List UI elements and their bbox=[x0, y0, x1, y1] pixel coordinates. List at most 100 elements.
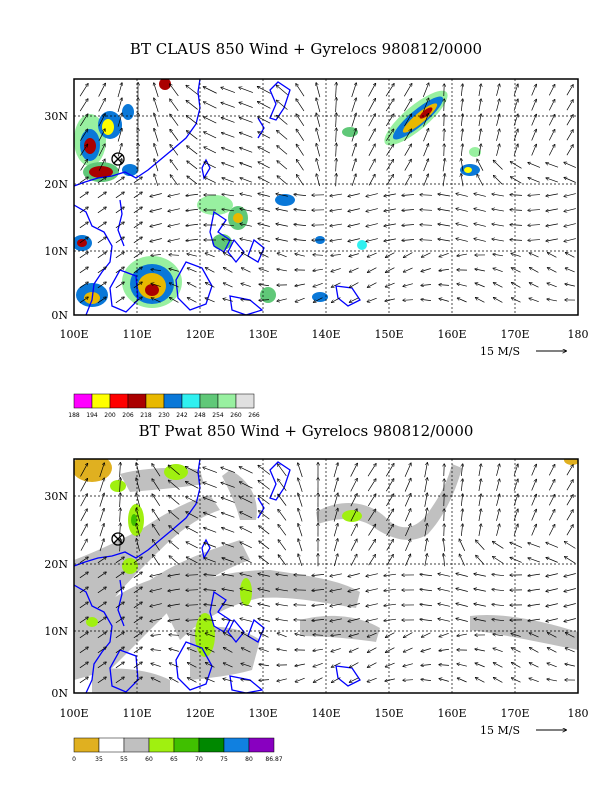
wind-vector-arrow bbox=[296, 160, 304, 171]
wind-vector-arrow bbox=[513, 84, 518, 96]
wind-vector-arrow bbox=[152, 464, 161, 477]
wind-vector-arrow bbox=[403, 300, 414, 301]
wind-vector-arrow bbox=[97, 677, 106, 684]
wind-vector-arrow bbox=[513, 144, 518, 156]
wind-vector-arrow bbox=[405, 539, 410, 552]
wind-vector-arrow bbox=[222, 209, 234, 211]
wind-vector-arrow bbox=[133, 602, 142, 609]
wind-vector-arrow bbox=[332, 677, 341, 683]
wind-vector-arrow bbox=[240, 239, 252, 242]
wind-vector-arrow bbox=[152, 479, 161, 492]
lon-label: 160E bbox=[437, 328, 466, 341]
wind-vector-arrow bbox=[115, 267, 124, 274]
wind-vector-arrow bbox=[204, 147, 217, 154]
wind-vector-arrow bbox=[457, 664, 467, 667]
wind-vector-arrow bbox=[330, 618, 342, 621]
wind-vector-arrow bbox=[331, 634, 342, 635]
wind-vector-arrow bbox=[316, 159, 320, 172]
wind-vector-arrow bbox=[564, 223, 576, 227]
colorbar-swatch bbox=[248, 737, 275, 753]
colorbar-tick-label: 242 bbox=[176, 412, 188, 418]
wind-vector-arrow bbox=[351, 174, 356, 187]
wind-vector-arrow bbox=[474, 589, 486, 592]
wind-vector-arrow bbox=[168, 238, 180, 242]
wind-vector-arrow bbox=[547, 663, 557, 668]
lon-label: 120E bbox=[185, 328, 214, 341]
wind-vector-arrow bbox=[350, 509, 357, 522]
wind-vector-arrow bbox=[511, 298, 521, 303]
wind-vector-arrow bbox=[298, 509, 303, 522]
wind-vector-arrow bbox=[221, 103, 235, 108]
wind-vector-arrow bbox=[476, 540, 485, 550]
wind-vector-arrow bbox=[203, 498, 217, 503]
wind-vector-arrow bbox=[169, 480, 180, 490]
wind-vector-arrow bbox=[133, 647, 142, 654]
cloud-patches bbox=[74, 79, 481, 308]
colorbar-tick-label: 0 bbox=[72, 756, 76, 763]
wind-vector-arrow bbox=[240, 574, 252, 577]
wind-vector-arrow bbox=[298, 463, 303, 478]
wind-vector-arrow bbox=[240, 497, 253, 504]
wind-vector-arrow bbox=[187, 254, 197, 257]
wind-vector-arrow bbox=[438, 574, 450, 577]
wind-vector-arrow bbox=[528, 178, 540, 183]
wind-vector-arrow bbox=[349, 253, 359, 257]
colorbar-tick-label: 206 bbox=[122, 412, 134, 418]
wind-vector-arrow bbox=[154, 129, 159, 142]
wind-vector-arrow bbox=[258, 239, 270, 242]
wind-vector-arrow bbox=[439, 285, 450, 286]
wind-vector-arrow bbox=[170, 84, 179, 97]
wind-vector-arrow bbox=[332, 662, 341, 667]
wind-vector-arrow bbox=[187, 131, 198, 140]
wind-vector-arrow bbox=[97, 572, 106, 579]
wind-vector-arrow bbox=[169, 269, 179, 272]
wind-vector-arrow bbox=[494, 298, 503, 303]
wind-vector-arrow bbox=[548, 465, 554, 476]
colorbar-tick-label: 70 bbox=[195, 756, 203, 763]
wind-vector-arrow bbox=[152, 509, 160, 521]
wind-vector-arrow bbox=[513, 524, 518, 536]
wind-vector-arrow bbox=[120, 508, 121, 522]
wind-vector-arrow bbox=[529, 633, 539, 638]
wind-vector-arrow bbox=[259, 648, 269, 653]
wind-vector-arrow bbox=[115, 677, 124, 684]
wind-vector-arrow bbox=[278, 555, 286, 566]
wind-vector-arrow bbox=[154, 159, 159, 172]
wind-vector-arrow bbox=[150, 573, 162, 577]
colorbar-swatch bbox=[198, 737, 225, 753]
wind-vector-arrow bbox=[277, 678, 287, 681]
wind-vector-arrow bbox=[475, 663, 485, 668]
wind-vector-arrow bbox=[420, 589, 432, 590]
wind-vector-arrow bbox=[150, 208, 162, 212]
wind-vector-arrow bbox=[439, 679, 449, 682]
wind-vector-arrow bbox=[367, 479, 376, 492]
wind-vector-arrow bbox=[168, 573, 180, 576]
wind-vector-arrow bbox=[79, 207, 88, 214]
lat-label: 0N bbox=[51, 309, 68, 322]
wind-vector-arrow bbox=[385, 99, 394, 112]
wind-vector-arrow bbox=[403, 647, 413, 652]
wind-vector-arrow bbox=[368, 647, 377, 653]
wind-vector-arrow bbox=[259, 511, 270, 520]
wind-vector-arrow bbox=[528, 589, 540, 591]
wind-vector-arrow bbox=[564, 193, 576, 197]
wind-vector-arrow bbox=[241, 268, 251, 273]
wind-vector-arrow bbox=[566, 465, 573, 476]
wind-vector-arrow bbox=[312, 574, 325, 575]
wind-vector-arrow bbox=[457, 678, 467, 683]
wind-vector-arrow bbox=[493, 160, 503, 170]
wind-vector-arrow bbox=[564, 177, 576, 183]
wind-vector-arrow bbox=[350, 554, 357, 566]
wind-vector-arrow bbox=[439, 299, 449, 302]
wind-vector-arrow bbox=[404, 99, 411, 112]
wind-vector-arrow bbox=[205, 678, 215, 683]
wind-vector-arrow bbox=[203, 482, 217, 488]
wind-vector-arrow bbox=[565, 542, 576, 549]
wind-vector-arrow bbox=[80, 129, 87, 141]
wind-vector-arrow bbox=[350, 524, 357, 537]
wind-vector-arrow bbox=[258, 102, 271, 109]
wind-vector-arrow bbox=[240, 133, 253, 138]
wind-vector-arrow bbox=[366, 603, 378, 607]
wind-vector-arrow bbox=[258, 574, 270, 577]
wind-vector-arrow bbox=[80, 509, 87, 522]
